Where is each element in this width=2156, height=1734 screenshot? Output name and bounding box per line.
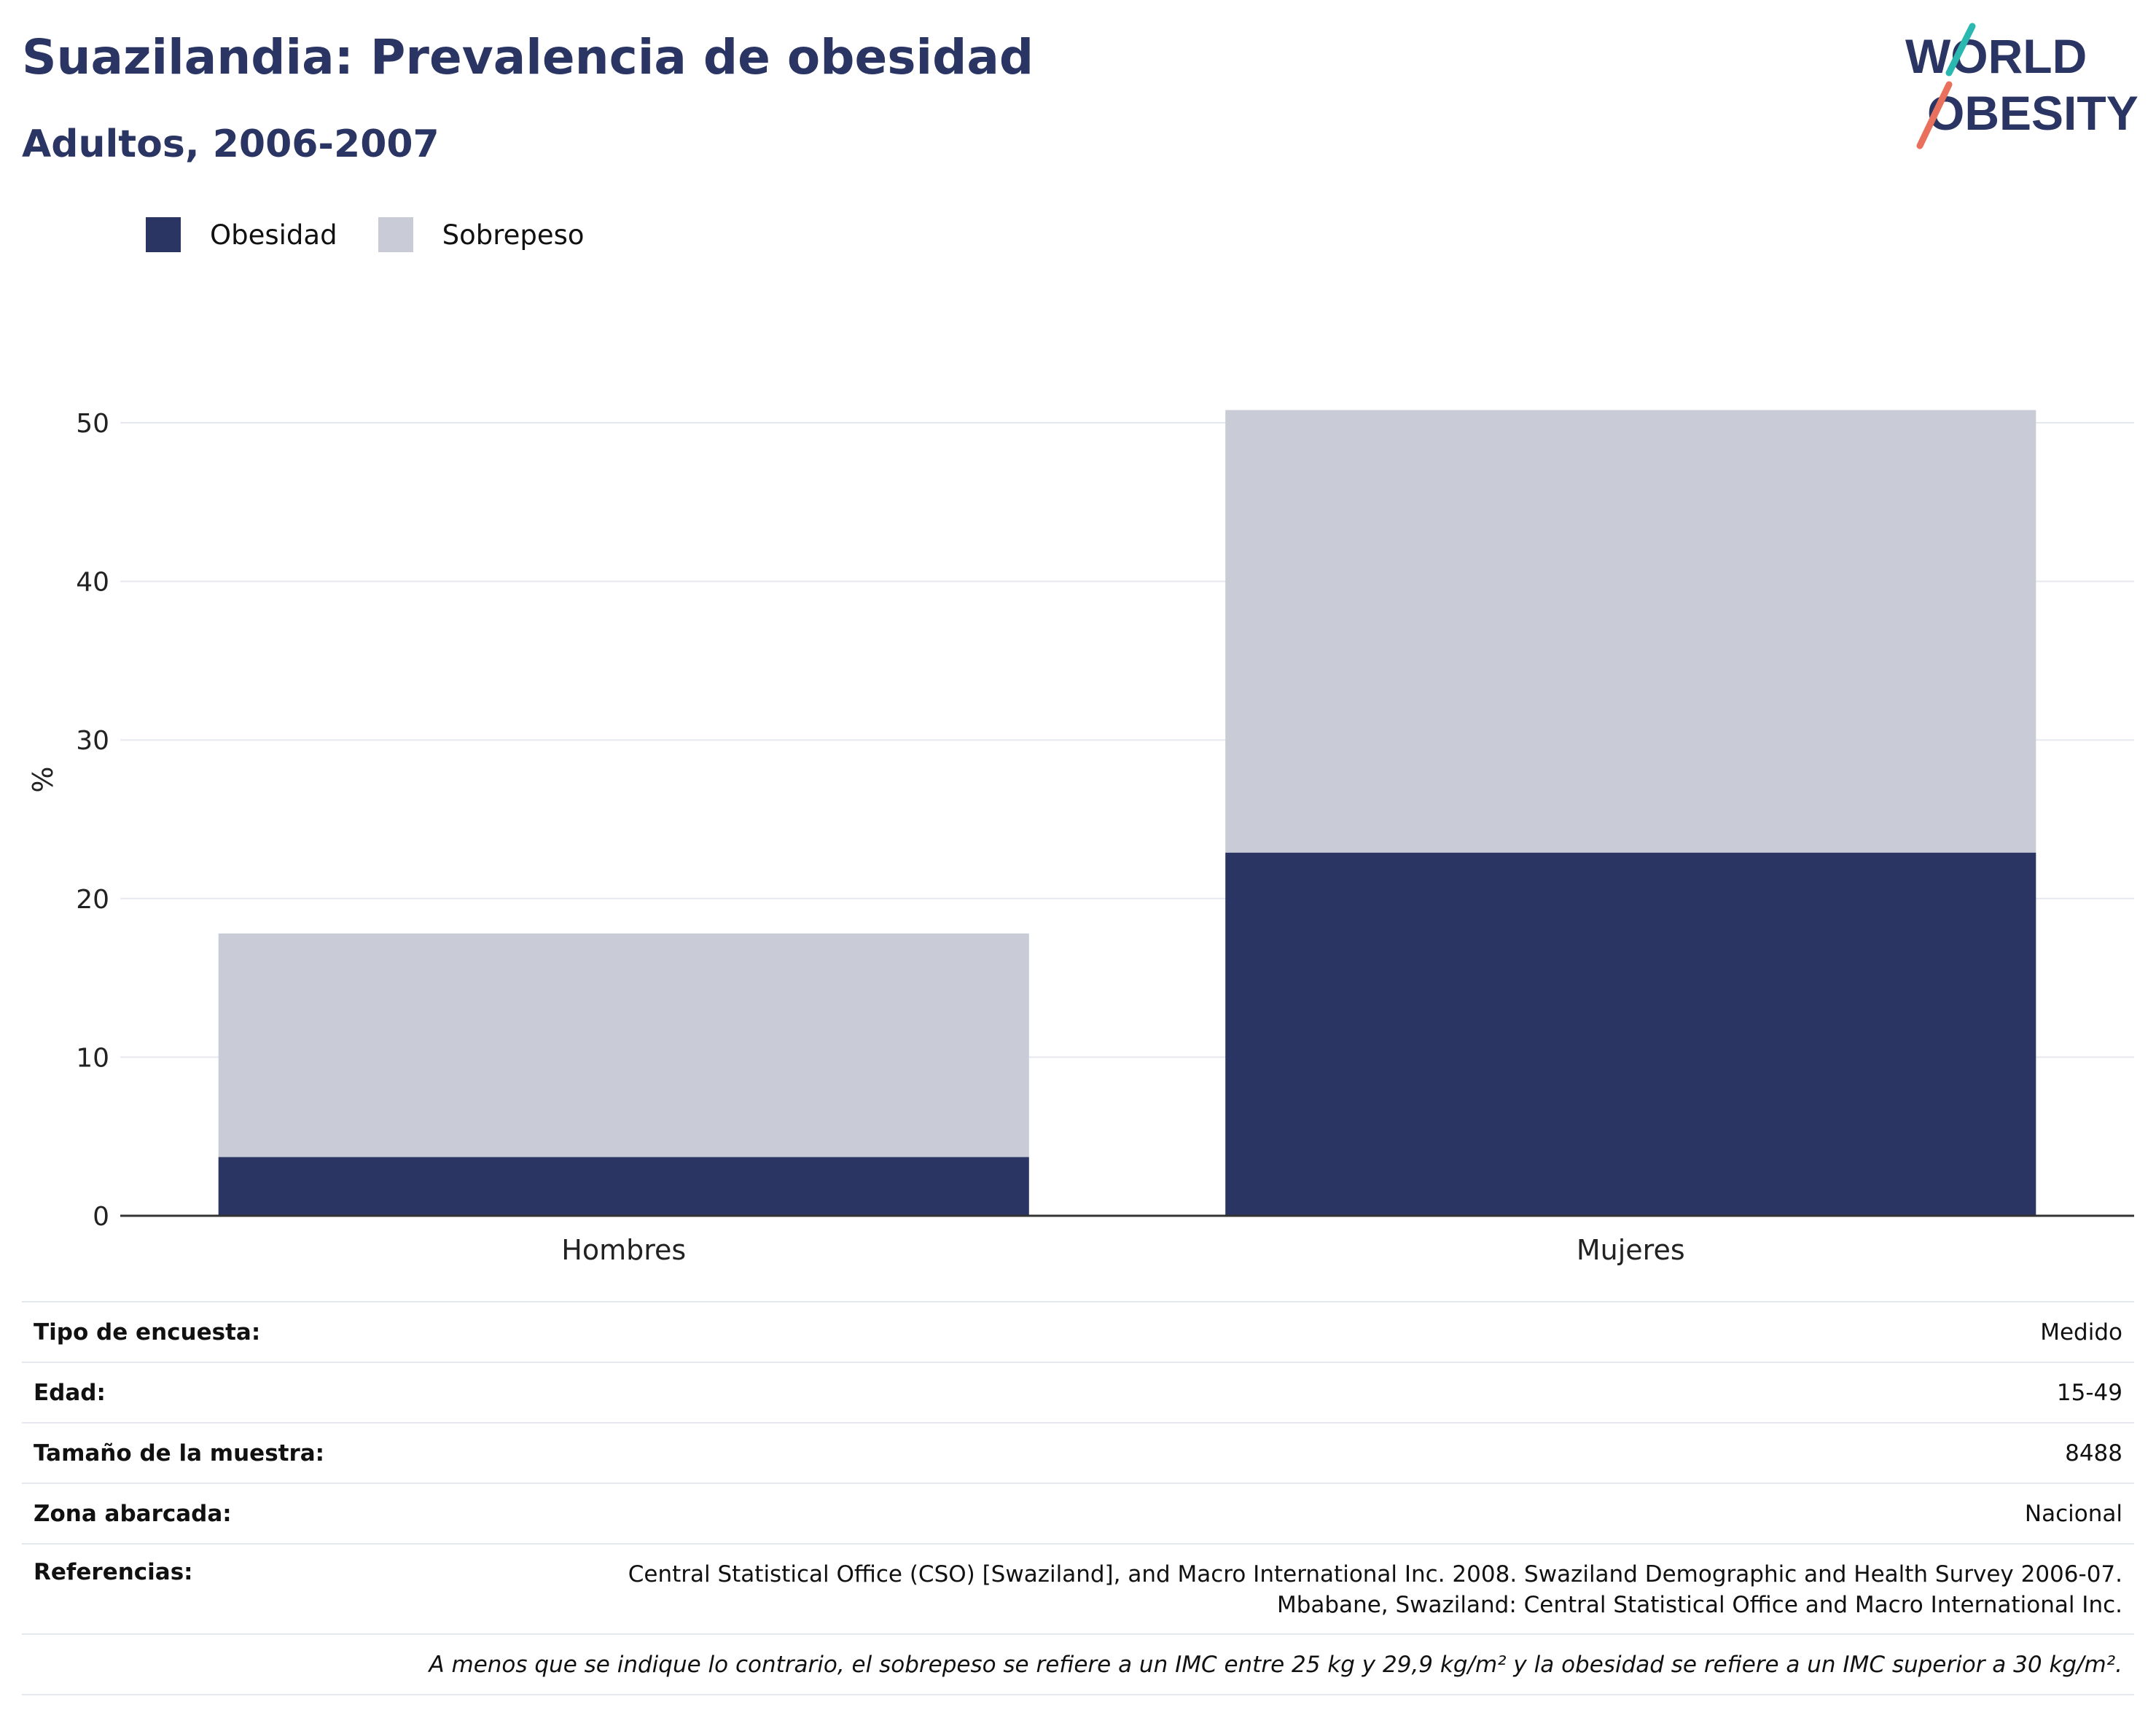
y-tick-label: 30 <box>76 726 109 756</box>
chart-subtitle: Adultos, 2006-2007 <box>22 122 440 166</box>
legend-item-obesidad[interactable]: Obesidad <box>146 217 337 252</box>
logo-line1: WORLD <box>1905 29 2087 83</box>
x-tick-label: Mujeres <box>1577 1234 1685 1266</box>
survey-info-table: Tipo de encuesta: Medido Edad: 15-49 Tam… <box>22 1301 2134 1695</box>
info-row-references: Referencias: Central Statistical Office … <box>22 1543 2134 1633</box>
info-row: Zona abarcada: Nacional <box>22 1483 2134 1543</box>
bar-obesidad-hombres <box>218 1157 1029 1216</box>
info-key-area: Zona abarcada: <box>34 1500 232 1527</box>
bar-obesidad-mujeres <box>1225 852 2036 1216</box>
definition-note: A menos que se indique lo contrario, el … <box>22 1633 2134 1695</box>
bar-sobrepeso-hombres <box>218 933 1029 1157</box>
legend-swatch-sobrepeso <box>378 217 413 252</box>
legend-item-sobrepeso[interactable]: Sobrepeso <box>378 217 585 252</box>
info-value-area: Nacional <box>2024 1500 2122 1527</box>
bar-sobrepeso-mujeres <box>1225 410 2036 853</box>
legend-label-sobrepeso: Sobrepeso <box>442 219 585 251</box>
references-line-2: Mbabane, Swaziland: Central Statistical … <box>1276 1592 2122 1618</box>
legend-swatch-obesidad <box>146 217 181 252</box>
info-key-age: Edad: <box>34 1379 106 1406</box>
info-value-sample-size: 8488 <box>2065 1440 2122 1467</box>
logo-line2: OBESITY <box>1927 86 2139 140</box>
info-row: Edad: 15-49 <box>22 1362 2134 1422</box>
info-value-age: 15-49 <box>2056 1379 2122 1406</box>
chart-title: Suazilandia: Prevalencia de obesidad <box>22 29 1034 85</box>
y-axis-label: % <box>27 767 59 793</box>
chart-legend: Obesidad Sobrepeso <box>146 217 625 252</box>
world-obesity-logo: WORLD OBESITY <box>1905 23 2139 149</box>
x-tick-label: Hombres <box>561 1234 686 1266</box>
y-tick-label: 40 <box>76 568 109 598</box>
legend-label-obesidad: Obesidad <box>210 219 337 251</box>
stacked-bar-chart: 0 10 20 30 40 50% Hombres Mujeres <box>27 409 2134 1266</box>
info-key-references: Referencias: <box>34 1559 193 1585</box>
info-key-sample-size: Tamaño de la muestra: <box>34 1440 325 1467</box>
info-value-survey-type: Medido <box>2040 1319 2122 1346</box>
y-tick-label: 10 <box>76 1043 109 1073</box>
info-value-references: Central Statistical Office (CSO) [Swazil… <box>628 1559 2122 1620</box>
y-tick-label: 50 <box>76 409 109 439</box>
info-row: Tipo de encuesta: Medido <box>22 1301 2134 1362</box>
info-row: Tamaño de la muestra: 8488 <box>22 1422 2134 1483</box>
info-key-survey-type: Tipo de encuesta: <box>34 1319 261 1346</box>
y-tick-label: 0 <box>93 1202 109 1232</box>
references-line-1: Central Statistical Office (CSO) [Swazil… <box>628 1561 2122 1587</box>
y-tick-label: 20 <box>76 885 109 915</box>
